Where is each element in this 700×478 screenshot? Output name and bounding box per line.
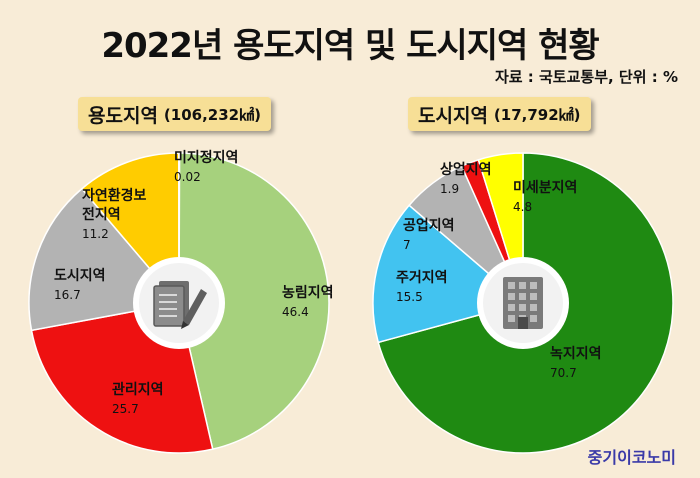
source-note: 자료 : 국토교통부, 단위 : %: [494, 68, 678, 86]
building-icon: [503, 277, 543, 329]
slice-label: 농림지역 46.4: [282, 284, 334, 319]
urban-area-donut-chart: 녹지지역 70.7 주거지역 15.5 공업지역 7 상업지역 1.9 미세분지역 4.8: [372, 152, 674, 454]
slice-label-name: 자연환경보: [82, 187, 147, 204]
left-panel-name: 용도지역: [88, 104, 158, 127]
left-panel-area: (106,232㎢): [163, 105, 261, 124]
slice-label-name: 도시지역: [54, 267, 106, 284]
pie-slice: [178, 152, 330, 451]
slice-label-name: 미세분지역: [513, 179, 577, 196]
slice-label-name: 미지정지역: [174, 149, 238, 166]
slice-value-label: 7: [403, 238, 411, 252]
right-panel-name: 도시지역: [418, 104, 488, 127]
slice-value-label: 70.7: [550, 366, 577, 380]
slice-label: 주거지역 15.5: [396, 269, 448, 304]
brand-logo-text: 중기이코노미: [587, 448, 676, 467]
slice-label-name: 녹지지역: [550, 345, 602, 362]
slice-value-label: 46.4: [282, 305, 309, 319]
slice-label: 공업지역 7: [403, 217, 455, 252]
slice-label-name: 공업지역: [403, 217, 455, 234]
right-panel-area: (17,792㎢): [493, 105, 581, 124]
slice-label: 미지정지역 0.02: [174, 149, 238, 184]
slice-label-name: 관리지역: [112, 381, 164, 398]
slice-label: 상업지역 1.9: [440, 161, 492, 196]
document-pen-icon: [153, 281, 207, 329]
slice-label-name: 전지역: [82, 206, 121, 223]
slice-value-label: 11.2: [82, 227, 109, 241]
slice-label: 녹지지역 70.7: [550, 345, 602, 380]
left-panel-label: 용도지역 (106,232㎢): [78, 97, 271, 131]
slice-label: 도시지역 16.7: [54, 267, 106, 302]
slice-value-label: 1.9: [440, 182, 459, 196]
slice-label: 관리지역 25.7: [112, 381, 164, 416]
slice-label-name: 상업지역: [440, 161, 492, 178]
slice-label-name: 주거지역: [396, 269, 448, 286]
slice-value-label: 16.7: [54, 288, 81, 302]
page-title: 2022년 용도지역 및 도시지역 현황: [101, 26, 599, 66]
slice-value-label: 4.8: [513, 200, 532, 214]
slice-value-label: 25.7: [112, 402, 139, 416]
right-panel-label: 도시지역 (17,792㎢): [408, 97, 591, 131]
slice-label: 미세분지역 4.8: [513, 179, 577, 214]
slice-value-label: 0.02: [174, 170, 201, 184]
slice-label-name: 농림지역: [282, 284, 334, 301]
slice-value-label: 15.5: [396, 290, 423, 304]
